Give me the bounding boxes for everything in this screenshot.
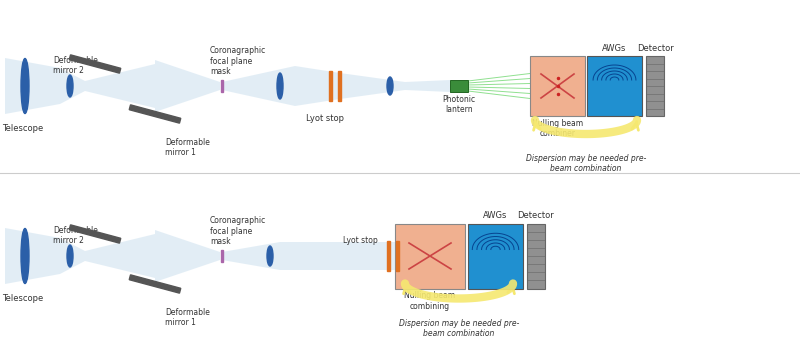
Text: Photonic
lantern: Photonic lantern [442, 95, 475, 115]
Bar [221, 250, 223, 262]
Polygon shape [280, 242, 400, 270]
Text: Deformable
mirror 1: Deformable mirror 1 [165, 138, 210, 157]
Polygon shape [130, 275, 181, 293]
Polygon shape [60, 68, 85, 104]
Ellipse shape [387, 77, 393, 95]
Bar [387, 241, 390, 271]
Bar [329, 71, 332, 101]
Text: Lyot stop: Lyot stop [306, 114, 344, 123]
Ellipse shape [21, 228, 29, 283]
Polygon shape [295, 66, 340, 106]
Text: Dispersion may be needed pre-
beam combination: Dispersion may be needed pre- beam combi… [526, 154, 646, 173]
Text: Deformable
mirror 1: Deformable mirror 1 [165, 308, 210, 327]
Polygon shape [85, 64, 155, 108]
Ellipse shape [67, 75, 73, 97]
Polygon shape [222, 242, 280, 270]
Text: Detector: Detector [518, 211, 554, 220]
Text: Telescope: Telescope [2, 294, 43, 303]
FancyBboxPatch shape [468, 224, 523, 289]
Ellipse shape [267, 246, 273, 266]
Ellipse shape [67, 245, 73, 267]
Text: Coronagraphic
focal plane
mask: Coronagraphic focal plane mask [210, 216, 266, 246]
Polygon shape [5, 228, 60, 284]
Polygon shape [70, 55, 121, 73]
Polygon shape [85, 234, 155, 278]
Polygon shape [405, 80, 450, 92]
FancyBboxPatch shape [587, 56, 642, 116]
Bar [396, 241, 399, 271]
Text: Coronagraphic
focal plane
mask: Coronagraphic focal plane mask [210, 46, 266, 76]
Ellipse shape [21, 58, 29, 113]
FancyBboxPatch shape [527, 224, 545, 289]
Polygon shape [5, 58, 60, 114]
Text: Nulling beam
combiner: Nulling beam combiner [532, 119, 583, 138]
Polygon shape [60, 238, 85, 274]
Text: Deformable
mirror 2: Deformable mirror 2 [53, 226, 98, 245]
FancyBboxPatch shape [395, 224, 465, 289]
Polygon shape [70, 225, 121, 243]
Text: AWGs: AWGs [602, 44, 626, 53]
Polygon shape [130, 105, 181, 123]
FancyBboxPatch shape [530, 56, 585, 116]
Text: Dispersion may be needed pre-
beam combination: Dispersion may be needed pre- beam combi… [399, 319, 519, 338]
Text: Detector: Detector [637, 44, 674, 53]
FancyBboxPatch shape [450, 80, 468, 92]
Polygon shape [222, 66, 295, 106]
Text: AWGs: AWGs [483, 211, 508, 220]
FancyBboxPatch shape [646, 56, 664, 116]
Polygon shape [340, 73, 405, 99]
Ellipse shape [277, 73, 283, 99]
Bar [221, 80, 223, 92]
Polygon shape [155, 230, 220, 282]
Bar [338, 71, 341, 101]
Polygon shape [155, 60, 220, 112]
Text: Telescope: Telescope [2, 124, 43, 133]
Text: Deformable
mirror 2: Deformable mirror 2 [53, 56, 98, 75]
Text: Nulling beam
combining: Nulling beam combining [405, 291, 455, 311]
Text: Lyot stop: Lyot stop [343, 236, 378, 245]
